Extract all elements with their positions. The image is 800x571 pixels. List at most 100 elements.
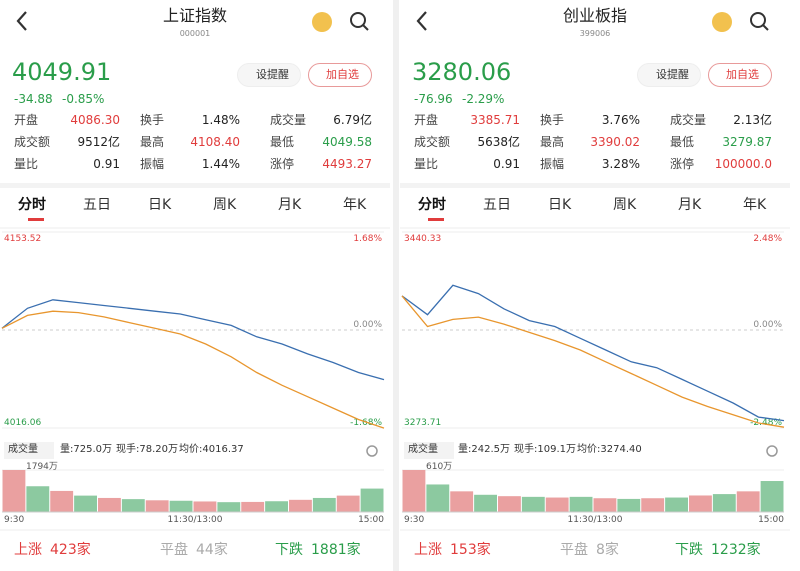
tab[interactable]: 月K (678, 197, 702, 213)
stat-label: 成交额 (414, 135, 451, 149)
price-line (1, 310, 385, 429)
tab[interactable]: 五日 (483, 197, 511, 213)
search-icon[interactable] (750, 12, 766, 28)
search-handle (362, 24, 369, 31)
title: 创业板指 (562, 6, 627, 25)
stat-value: 1.48% (201, 113, 240, 127)
volume-tab[interactable]: 成交量 (408, 444, 438, 455)
volume-bar (2, 470, 26, 512)
ui-graphics: 4016.06 4153.52 1.68% 0.00% -1.68% 1794万 (0, 11, 390, 531)
stat-label: 换手 (140, 113, 165, 127)
code: 399006 (579, 29, 611, 38)
remind-label: 设提醒 (656, 68, 689, 81)
volume-bar (217, 502, 241, 512)
breadth-value: 8家 (596, 542, 619, 558)
stat-value: 3.76% (601, 113, 640, 127)
add-watchlist-button[interactable] (708, 63, 772, 87)
settings-icon[interactable] (766, 445, 778, 457)
stock-panel: 4016.06 4153.52 1.68% 0.00% -1.68% 1794万 上证指数 0… (0, 0, 390, 571)
volume-bar (545, 497, 569, 512)
remind-button[interactable] (637, 63, 701, 87)
stat-label: 涨停 (670, 157, 695, 171)
tab[interactable]: 年K (743, 197, 767, 213)
volume-bar (169, 500, 193, 512)
tab[interactable]: 日K (548, 197, 572, 213)
stat-label: 最高 (140, 135, 165, 149)
volume-tick-label: 610万 (426, 462, 452, 472)
stat-value: 6.79亿 (333, 113, 372, 127)
tab[interactable]: 分时 (18, 197, 46, 213)
stat-value: 3.28% (601, 157, 640, 171)
tab[interactable]: 日K (148, 197, 172, 213)
remind-label: 设提醒 (256, 68, 289, 81)
time-label: 15:00 (358, 515, 384, 525)
add-watchlist-label: 加自选 (326, 68, 359, 81)
volume-info: 均价:4016.37 (179, 444, 244, 455)
volume-bar (145, 500, 169, 512)
tab[interactable]: 五日 (83, 197, 111, 213)
change-pct: -2.29% (462, 92, 505, 106)
stat-value: 2.13亿 (733, 113, 772, 127)
volume-bar (74, 495, 97, 512)
tab[interactable]: 月K (278, 197, 302, 213)
breadth-value: 153家 (450, 542, 491, 558)
change: -34.88 (14, 92, 53, 106)
mascot-icon[interactable] (312, 12, 332, 32)
volume-info: 量:242.5万 (458, 444, 510, 455)
ui-graphics: 3273.71 3440.33 2.48% 0.00% -2.48% 610万 (400, 11, 790, 531)
pct-tick-label: 0.00% (353, 320, 382, 330)
stat-label: 最低 (270, 135, 295, 149)
stat-label: 成交额 (14, 135, 51, 149)
stat-value: 100000.0 (714, 157, 772, 171)
tab[interactable]: 分时 (418, 197, 446, 213)
tab[interactable]: 周K (613, 197, 637, 213)
volume-bar (665, 497, 688, 512)
volume-bar (426, 484, 450, 512)
stat-value: 4493.27 (322, 157, 372, 171)
breadth-value: 1232家 (711, 542, 761, 558)
volume-bar (193, 501, 217, 512)
volume-tab-bg (4, 442, 54, 459)
price-line (401, 295, 785, 428)
stat-value: 3385.71 (470, 113, 520, 127)
code: 000001 (179, 29, 211, 38)
volume-bar (241, 501, 265, 512)
remind-button[interactable] (237, 63, 301, 87)
time-label: 11:30/13:00 (167, 515, 223, 525)
volume-info: 现手:109.1万 (514, 444, 576, 455)
change-pct: -0.85% (62, 92, 105, 106)
settings-icon[interactable] (366, 445, 378, 457)
stat-label: 换手 (540, 113, 565, 127)
stat-label: 最低 (670, 135, 695, 149)
volume-bar (474, 494, 497, 512)
breadth-value: 1881家 (311, 542, 361, 558)
volume-bar (736, 491, 760, 512)
volume-bar (360, 488, 384, 512)
stat-label: 量比 (414, 157, 439, 171)
tab[interactable]: 年K (343, 197, 367, 213)
add-watchlist-label: 加自选 (726, 68, 759, 81)
volume-bar (26, 486, 50, 512)
volume-tab[interactable]: 成交量 (8, 444, 38, 455)
volume-bar (402, 470, 426, 512)
breadth-value: 44家 (196, 542, 228, 558)
search-icon[interactable] (350, 12, 366, 28)
pct-tick-label: 0.00% (753, 320, 782, 330)
title: 上证指数 (162, 6, 227, 25)
volume-bar (569, 496, 593, 512)
mascot-icon[interactable] (712, 12, 732, 32)
volume-bar (336, 495, 360, 512)
back-button[interactable] (16, 11, 27, 31)
y-tick-label: 3440.33 (404, 234, 441, 244)
time-label: 9:30 (404, 515, 425, 525)
stat-value: 4049.58 (322, 135, 372, 149)
back-button[interactable] (416, 11, 427, 31)
stat-value: 0.91 (93, 157, 120, 171)
stat-value: 4086.30 (70, 113, 120, 127)
change: -76.96 (414, 92, 453, 106)
add-watchlist-button[interactable] (308, 63, 372, 87)
section-gap (400, 183, 790, 188)
tab[interactable]: 周K (213, 197, 237, 213)
y-tick-label: 4153.52 (4, 234, 41, 244)
stat-value: 4108.40 (190, 135, 240, 149)
